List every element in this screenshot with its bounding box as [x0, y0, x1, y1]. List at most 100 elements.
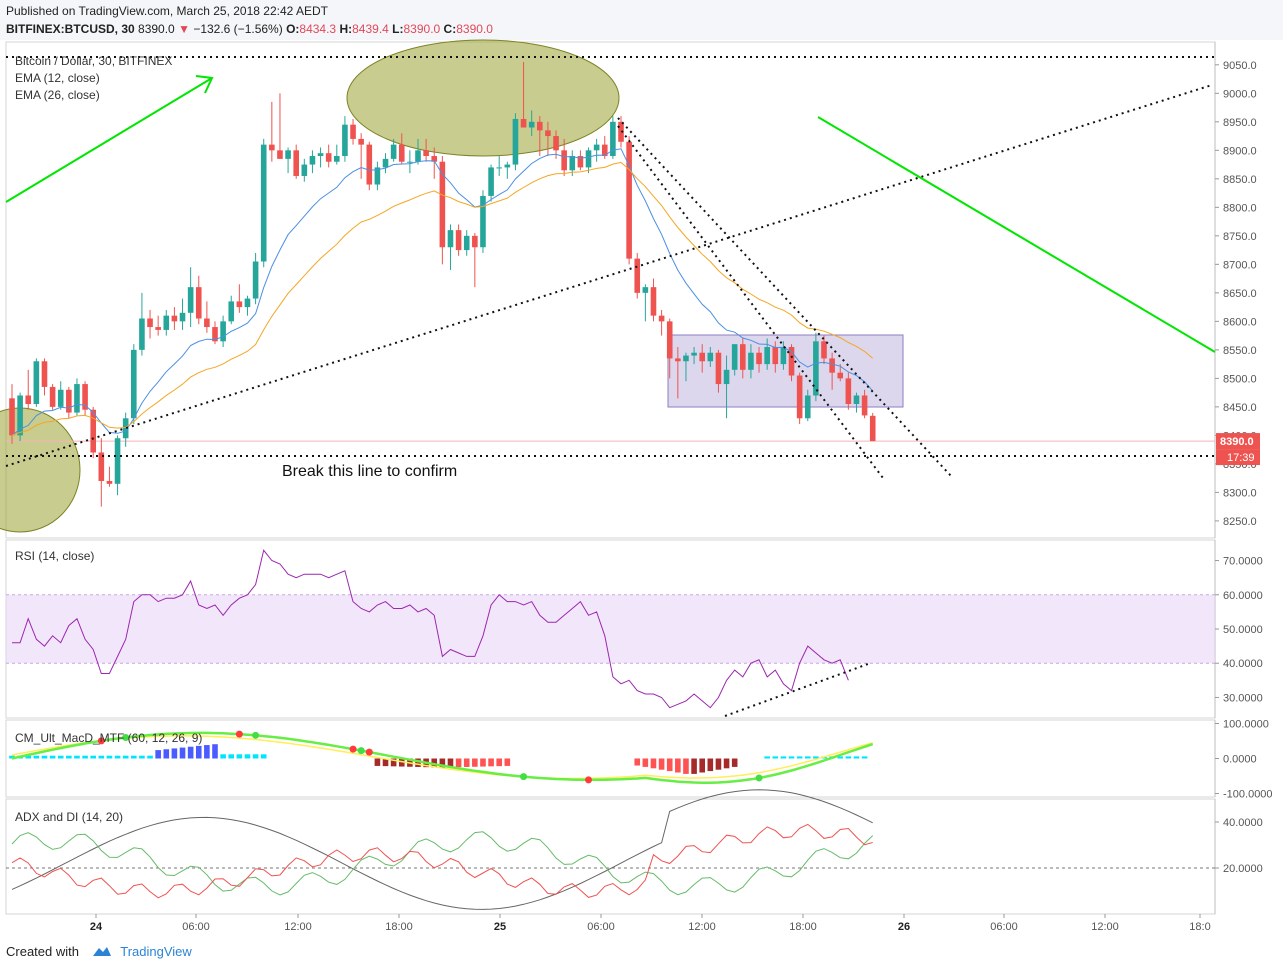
x-tick-label: 12:00 — [688, 921, 716, 933]
candle-body — [163, 315, 170, 330]
macd-histogram-bar — [772, 756, 779, 759]
macd-histogram-bar — [82, 755, 88, 759]
close-label: C: — [443, 22, 457, 36]
macd-histogram-bar — [715, 758, 722, 770]
di-plus-line — [11, 831, 874, 896]
candle-body — [788, 347, 795, 376]
chart-header: Published on TradingView.com, March 25, … — [0, 0, 1283, 40]
candle-body — [723, 369, 730, 385]
macd-histogram-bar — [147, 755, 153, 759]
macd-histogram-bar — [398, 758, 405, 767]
macd-histogram-bar — [780, 756, 787, 759]
tradingview-link[interactable]: TradingView — [120, 944, 192, 959]
macd-histogram-bar — [707, 758, 714, 772]
consolidation-box — [667, 334, 904, 408]
candle-body — [512, 118, 519, 165]
candle-body — [114, 438, 121, 484]
macd-histogram-bar — [114, 755, 121, 759]
candle-body — [569, 156, 576, 171]
macd-histogram-bar — [853, 756, 860, 759]
candle-body — [90, 409, 96, 453]
countdown-tag-label: 17:39 — [1227, 452, 1255, 464]
y-tick-label: 9050.0 — [1223, 60, 1257, 72]
candle-body — [845, 378, 852, 405]
candle-body — [666, 321, 673, 359]
macd-signal-line — [11, 735, 873, 780]
candle-body — [455, 230, 462, 251]
macd-histogram-bar — [447, 758, 454, 768]
candle-body — [764, 347, 770, 365]
last-price: 8390.0 — [138, 22, 175, 36]
candle-body — [772, 347, 779, 365]
macd-histogram-bar — [472, 758, 478, 767]
macd-histogram-bar — [439, 758, 446, 768]
candle-body — [577, 156, 584, 168]
candle-body — [740, 344, 746, 370]
macd-histogram-bar — [796, 756, 803, 759]
candle-body — [869, 415, 876, 442]
macd-histogram-bar — [244, 754, 251, 759]
x-tick-label: 18:00 — [385, 921, 413, 933]
candle-body — [780, 347, 787, 365]
candle-body — [756, 352, 762, 365]
candle-body — [675, 358, 681, 362]
y-tick-label: 40.0000 — [1223, 817, 1263, 829]
candle-body — [861, 395, 868, 416]
candle-body — [204, 318, 210, 328]
x-tick-label: 06:00 — [990, 921, 1018, 933]
y-tick-label: 20.0000 — [1223, 863, 1263, 875]
candle-body — [236, 301, 243, 308]
candle-body — [187, 287, 194, 313]
low-label: L: — [392, 22, 404, 36]
macd-histogram-bar — [415, 758, 421, 767]
candle-body — [9, 398, 15, 436]
macd-histogram-bar — [131, 755, 137, 759]
y-tick-label: 40.0000 — [1223, 658, 1263, 670]
candle-body — [244, 298, 251, 308]
adx-title: ADX and DI (14, 20) — [15, 810, 123, 824]
candle-body — [585, 150, 592, 168]
candle-body — [122, 418, 129, 439]
candle-body — [829, 358, 835, 373]
low-value: 8390.0 — [403, 22, 441, 36]
candle-body — [707, 352, 714, 362]
macd-cross-dot — [252, 731, 260, 739]
candle-body — [390, 144, 397, 159]
macd-histogram-bar — [25, 755, 32, 759]
x-tick-label: 12:00 — [1091, 921, 1119, 933]
candle-body — [699, 352, 705, 362]
macd-histogram-bar — [691, 758, 697, 774]
x-tick-label: 18:0 — [1189, 921, 1210, 933]
candle-body — [398, 144, 405, 162]
candle-body — [537, 121, 543, 131]
countdown-tag-bg — [1216, 449, 1260, 466]
candle-body — [41, 361, 48, 387]
candle-body — [748, 352, 754, 370]
di-minus-line — [11, 823, 873, 899]
candle-body — [57, 389, 64, 407]
high-label: H: — [339, 22, 353, 36]
macd-cross-dot — [349, 745, 357, 753]
macd-histogram-bar — [155, 750, 161, 759]
candle-body — [301, 164, 308, 176]
candle-body — [804, 395, 811, 419]
macd-histogram-bar — [98, 755, 105, 759]
candle-body — [691, 352, 697, 356]
candle-body — [277, 150, 283, 159]
macd-histogram-bar — [139, 755, 145, 759]
macd-histogram-bar — [804, 756, 811, 759]
green-arrow-head-icon — [195, 75, 214, 94]
y-tick-label: 8900.0 — [1223, 145, 1257, 157]
x-tick-label: 06:00 — [587, 921, 615, 933]
candle-body — [358, 138, 364, 145]
main-chart-title: Bitcoin / Dollar, 30, BITFINEX — [15, 54, 172, 68]
candle-body — [269, 144, 275, 151]
macd-histogram-bar — [650, 758, 657, 769]
macd-histogram-bar — [106, 755, 113, 759]
macd-histogram-bar — [33, 755, 40, 759]
macd-histogram-bar — [195, 745, 202, 759]
y-tick-label: 8800.0 — [1223, 202, 1257, 214]
candle-body — [545, 130, 551, 137]
macd-histogram-bar — [57, 755, 64, 759]
